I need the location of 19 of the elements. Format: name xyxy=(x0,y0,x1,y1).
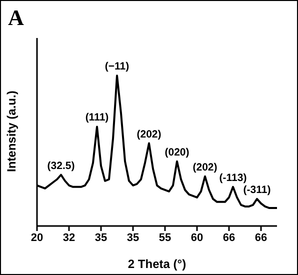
annotation: (32.5) xyxy=(47,160,75,172)
text: (−11) xyxy=(104,60,130,73)
chart-title: A xyxy=(8,5,24,31)
x-tick-label: 66 xyxy=(222,232,236,244)
x-axis-title: 2 Theta (°) xyxy=(128,257,186,271)
annotation: (202) xyxy=(136,128,162,140)
x-tick-label: 20 xyxy=(30,232,44,244)
annotation: (020) xyxy=(164,146,190,158)
annotation: (111) xyxy=(85,112,109,124)
annotation: (-113) xyxy=(219,172,247,184)
x-tick-label: 35 xyxy=(126,232,140,244)
x-tick-label: 66 xyxy=(254,232,268,244)
annotation: (-311) xyxy=(243,184,271,196)
x-tick-label: 32 xyxy=(62,232,76,244)
annotation: (202) xyxy=(192,161,218,174)
x-tick-label: 55 xyxy=(158,232,172,244)
x-tick-label: 35 xyxy=(94,232,108,244)
y-axis-title: Intensity (a.u.) xyxy=(4,90,18,172)
x-tick-label: 60 xyxy=(190,232,204,244)
